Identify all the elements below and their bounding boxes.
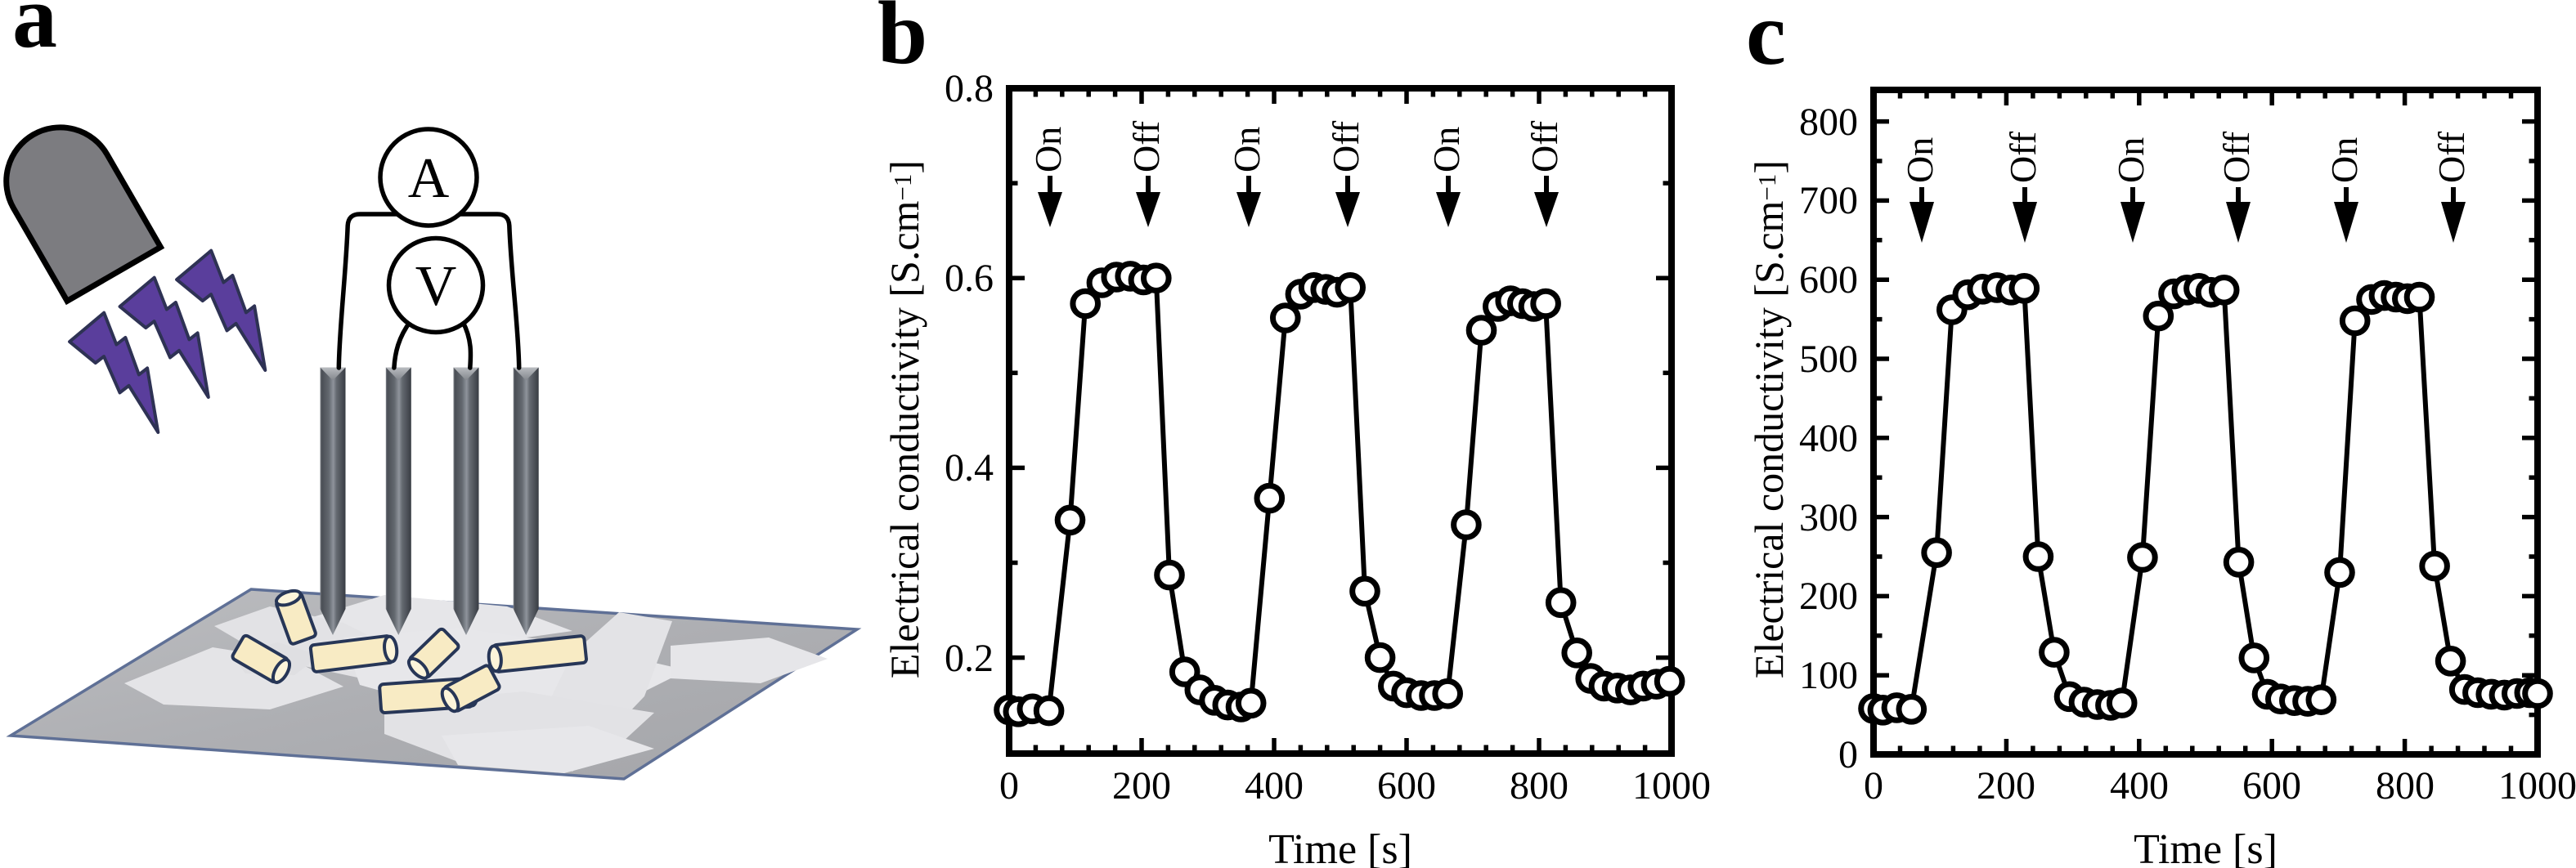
svg-text:a: a [12, 0, 57, 66]
svg-text:500: 500 [1799, 338, 1858, 381]
svg-text:800: 800 [1799, 101, 1858, 144]
svg-text:On: On [1425, 127, 1467, 172]
svg-text:On: On [2323, 137, 2365, 183]
svg-text:600: 600 [2242, 764, 2301, 808]
svg-text:300: 300 [1799, 496, 1858, 539]
svg-text:800: 800 [1510, 764, 1568, 808]
svg-text:Electrical conductivity [S.cm−: Electrical conductivity [S.cm−1] [882, 160, 927, 678]
svg-text:400: 400 [2110, 764, 2169, 808]
svg-text:On: On [1226, 127, 1268, 172]
svg-text:c: c [1746, 0, 1786, 83]
svg-text:0.2: 0.2 [945, 637, 994, 680]
svg-text:On: On [1027, 127, 1069, 172]
svg-text:0.8: 0.8 [945, 67, 994, 110]
svg-text:700: 700 [1799, 179, 1858, 222]
svg-text:400: 400 [1245, 764, 1304, 808]
svg-text:800: 800 [2376, 764, 2435, 808]
svg-text:Off: Off [1325, 120, 1367, 172]
svg-text:200: 200 [1799, 575, 1858, 618]
svg-text:200: 200 [1977, 764, 2035, 808]
svg-text:0.4: 0.4 [945, 446, 994, 490]
svg-text:Time [s]: Time [s] [2134, 826, 2278, 868]
svg-text:0: 0 [1864, 764, 1883, 808]
svg-text:Off: Off [2002, 131, 2044, 183]
svg-text:100: 100 [1799, 654, 1858, 697]
svg-text:0: 0 [1838, 733, 1858, 776]
svg-text:V: V [415, 255, 457, 318]
svg-text:A: A [408, 147, 450, 210]
svg-text:On: On [2110, 137, 2152, 183]
svg-text:Off: Off [2430, 131, 2472, 183]
svg-text:Electrical conductivity [S.cm−: Electrical conductivity [S.cm−1] [1746, 160, 1792, 678]
svg-text:Off: Off [1524, 120, 1565, 172]
svg-text:600: 600 [1377, 764, 1436, 808]
svg-text:Off: Off [2215, 131, 2257, 183]
svg-text:b: b [877, 0, 927, 83]
svg-text:200: 200 [1112, 764, 1171, 808]
svg-text:0: 0 [999, 764, 1019, 808]
svg-text:400: 400 [1799, 417, 1858, 460]
svg-text:Off: Off [1125, 120, 1167, 172]
svg-text:1000: 1000 [2498, 764, 2576, 808]
svg-text:On: On [1899, 137, 1941, 183]
svg-text:1000: 1000 [1632, 764, 1711, 808]
svg-text:Time [s]: Time [s] [1268, 826, 1412, 868]
svg-text:0.6: 0.6 [945, 257, 994, 300]
svg-text:600: 600 [1799, 258, 1858, 302]
